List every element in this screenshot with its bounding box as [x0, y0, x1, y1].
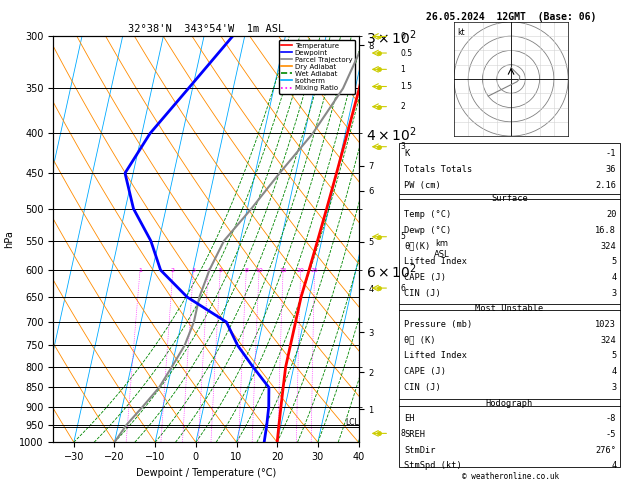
- Text: CIN (J): CIN (J): [404, 289, 441, 297]
- Text: 10: 10: [255, 268, 263, 273]
- Text: 4: 4: [611, 367, 616, 376]
- Text: 3: 3: [611, 289, 616, 297]
- Text: 276°: 276°: [596, 446, 616, 454]
- Y-axis label: km
ASL: km ASL: [434, 240, 450, 259]
- Text: 32°38'N  343°54'W  1m ASL: 32°38'N 343°54'W 1m ASL: [128, 24, 284, 34]
- Text: Pressure (mb): Pressure (mb): [404, 320, 473, 329]
- Text: 36: 36: [606, 165, 616, 174]
- Text: -5: -5: [606, 430, 616, 439]
- Text: 20: 20: [606, 210, 616, 219]
- Text: StmDir: StmDir: [404, 446, 436, 454]
- Text: Surface: Surface: [491, 194, 528, 204]
- Text: 26.05.2024  12GMT  (Base: 06): 26.05.2024 12GMT (Base: 06): [426, 12, 596, 22]
- Text: 5: 5: [401, 232, 405, 241]
- Text: 324: 324: [601, 242, 616, 251]
- Text: 20: 20: [297, 268, 304, 273]
- Text: LCL: LCL: [345, 418, 359, 428]
- Text: Lifted Index: Lifted Index: [404, 351, 467, 361]
- Text: 15: 15: [279, 268, 287, 273]
- Text: CIN (J): CIN (J): [404, 383, 441, 392]
- Text: SREH: SREH: [404, 430, 425, 439]
- Text: θᴇ (K): θᴇ (K): [404, 336, 436, 345]
- Text: 5: 5: [611, 351, 616, 361]
- Text: StmSpd (kt): StmSpd (kt): [404, 461, 462, 470]
- Text: 3: 3: [401, 142, 405, 151]
- Text: θᴇ(K): θᴇ(K): [404, 242, 431, 251]
- Text: 0.5: 0.5: [401, 49, 413, 57]
- Text: Hodograph: Hodograph: [486, 399, 533, 408]
- Text: 4: 4: [206, 268, 210, 273]
- Text: Temp (°C): Temp (°C): [404, 210, 452, 219]
- Text: EH: EH: [404, 414, 415, 423]
- Legend: Temperature, Dewpoint, Parcel Trajectory, Dry Adiabat, Wet Adiabat, Isotherm, Mi: Temperature, Dewpoint, Parcel Trajectory…: [279, 40, 355, 94]
- X-axis label: Dewpoint / Temperature (°C): Dewpoint / Temperature (°C): [136, 468, 276, 478]
- Text: CAPE (J): CAPE (J): [404, 367, 447, 376]
- Text: © weatheronline.co.uk: © weatheronline.co.uk: [462, 472, 560, 481]
- Text: 2: 2: [401, 102, 405, 111]
- Text: Most Unstable: Most Unstable: [476, 304, 543, 313]
- Text: 4: 4: [611, 461, 616, 470]
- Text: PW (cm): PW (cm): [404, 181, 441, 190]
- Text: -1: -1: [606, 149, 616, 158]
- Text: 3: 3: [611, 383, 616, 392]
- Text: 1: 1: [138, 268, 142, 273]
- Text: 1: 1: [401, 65, 405, 74]
- Text: Totals Totals: Totals Totals: [404, 165, 473, 174]
- Text: 8: 8: [401, 429, 405, 438]
- Text: Dewp (°C): Dewp (°C): [404, 226, 452, 235]
- Text: 25: 25: [311, 268, 318, 273]
- Text: Lifted Index: Lifted Index: [404, 257, 467, 266]
- Text: 3: 3: [191, 268, 196, 273]
- Text: 16.8: 16.8: [596, 226, 616, 235]
- Text: 2.16: 2.16: [596, 181, 616, 190]
- Text: K: K: [404, 149, 409, 158]
- Y-axis label: hPa: hPa: [4, 230, 14, 248]
- Text: 2: 2: [171, 268, 175, 273]
- Text: 324: 324: [601, 336, 616, 345]
- Text: 1023: 1023: [596, 320, 616, 329]
- Text: kt: kt: [457, 28, 464, 36]
- Text: 1.5: 1.5: [401, 82, 413, 91]
- Text: 0: 0: [401, 32, 405, 41]
- Text: 6: 6: [401, 283, 405, 293]
- Text: 5: 5: [218, 268, 222, 273]
- Text: 8: 8: [245, 268, 248, 273]
- Text: -8: -8: [606, 414, 616, 423]
- Text: 5: 5: [611, 257, 616, 266]
- Text: 4: 4: [611, 273, 616, 282]
- Text: CAPE (J): CAPE (J): [404, 273, 447, 282]
